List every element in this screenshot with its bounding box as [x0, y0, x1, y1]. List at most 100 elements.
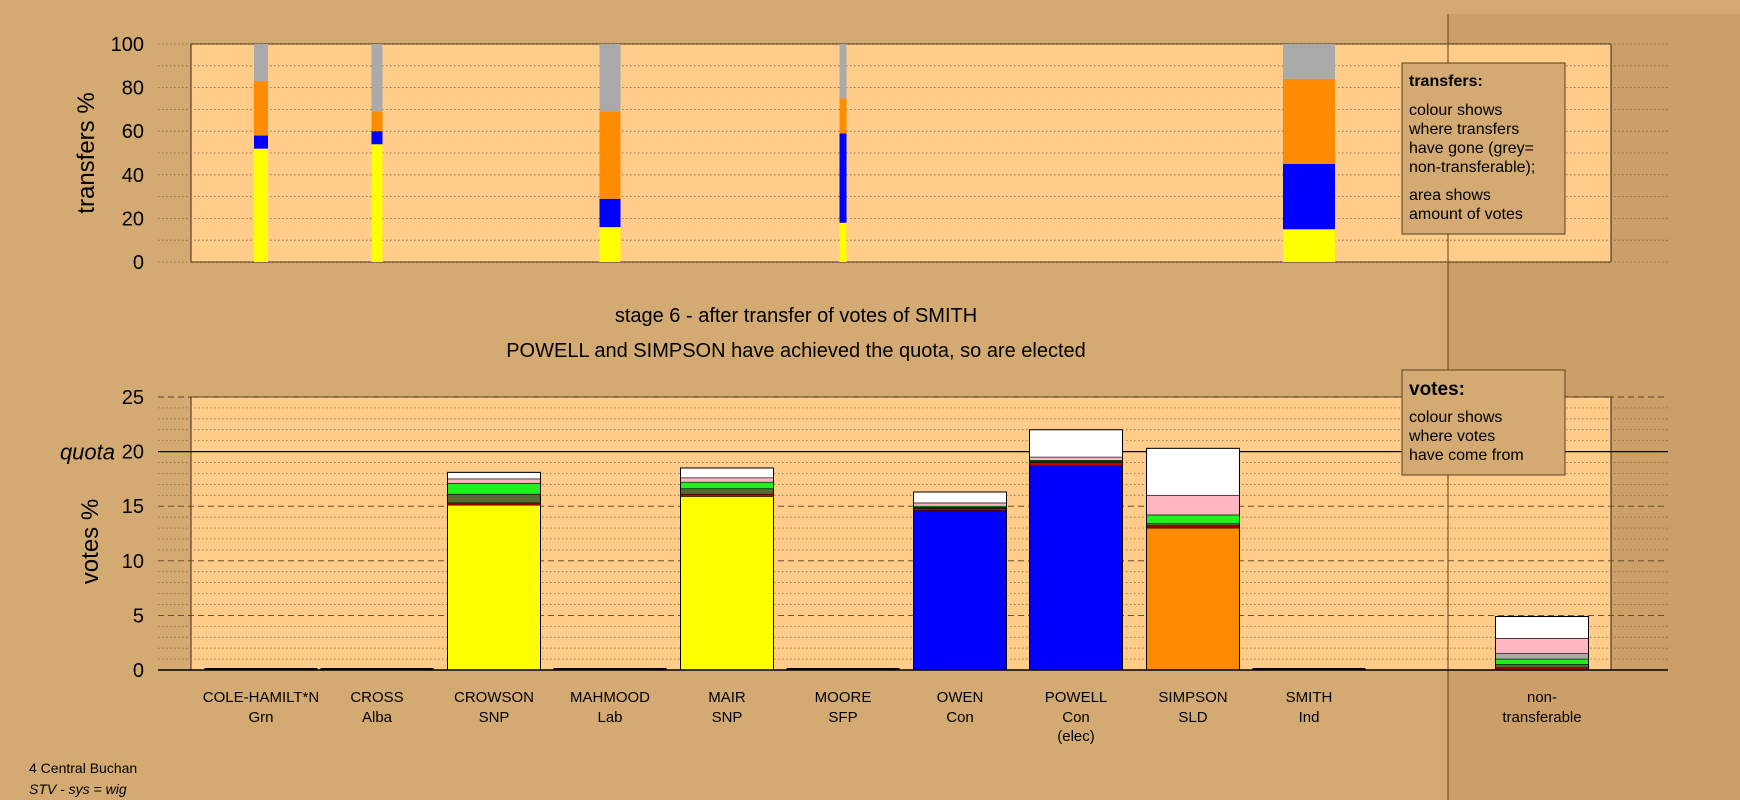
vote-segment-Con: [913, 510, 1007, 671]
candidate-party: Grn: [248, 709, 273, 726]
transfer-segment-SLD: [1283, 78, 1335, 164]
transfer-segment-non_transferable: [371, 44, 383, 112]
candidate-party: SNP: [479, 709, 510, 726]
transfers-tick-label: 40: [122, 165, 144, 187]
transfers-tick-label: 20: [122, 208, 144, 230]
vote-segment-Con: [1029, 465, 1123, 671]
transfer-segment-non_transferable: [839, 44, 847, 99]
quota-label: quota: [60, 440, 115, 465]
candidate-name: MOORE: [815, 689, 872, 706]
transfers-legend-line: where transfers: [1408, 121, 1519, 138]
vote-segment-SFP: [1146, 494, 1240, 516]
transfer-segment-SLD: [839, 98, 847, 134]
candidate-name: POWELL: [1045, 689, 1108, 706]
vote-segment-Grn: [1495, 658, 1589, 665]
transfers-legend-line: non-transferable);: [1409, 159, 1535, 176]
vote-segment-Alba: [1495, 664, 1589, 669]
vote-segment-Grn: [447, 482, 541, 495]
candidate-name: CROSS: [350, 689, 403, 706]
vote-segment-SFP: [447, 478, 541, 484]
votes-legend-line: colour shows: [1409, 409, 1502, 426]
vote-segment-Lab: [1029, 462, 1123, 467]
candidate-party: transferable: [1502, 709, 1581, 726]
candidate-note: (elec): [1057, 728, 1095, 745]
transfers-axis-title: transfers %: [73, 92, 100, 213]
votes-legend-box: [1401, 369, 1566, 476]
stage-title: stage 6 - after transfer of votes of SMI…: [615, 305, 977, 327]
vote-segment-SFP: [1029, 456, 1123, 461]
vote-segment-Ind: [913, 491, 1007, 504]
transfer-segment-Con: [1283, 163, 1335, 230]
candidate-name: COLE-HAMILT*N: [203, 689, 319, 706]
candidate-name: non-: [1527, 689, 1557, 706]
vote-segment-Alba: [1146, 523, 1240, 527]
transfer-segment-SNP: [371, 144, 383, 262]
transfer-segment-SLD: [599, 111, 621, 199]
transfers-legend-line: have gone (grey=: [1409, 140, 1534, 157]
vote-segment-Alba: [680, 488, 774, 495]
candidate-party: Con: [946, 709, 974, 726]
votes-tick-label: 25: [122, 387, 144, 409]
transfer-segment-non_transferable: [1283, 44, 1335, 79]
vote-segment-Grn: [680, 481, 774, 490]
votes-tick-label: 20: [122, 442, 144, 464]
vote-segment-Lab: [1146, 525, 1240, 529]
vote-segment-non_transferable: [1495, 653, 1589, 660]
transfer-segment-non_transferable: [254, 44, 268, 82]
vote-segment-Ind: [1495, 616, 1589, 639]
transfer-segment-SNP: [254, 148, 268, 262]
vote-segment-Alba: [447, 493, 541, 504]
transfers-tick-label: 80: [122, 78, 144, 100]
candidate-party: SFP: [828, 709, 857, 726]
votes-legend-line: where votes: [1408, 428, 1495, 445]
vote-segment-SFP: [1495, 638, 1589, 654]
votes-tick-label: 15: [122, 496, 144, 518]
candidate-name: SMITH: [1286, 689, 1333, 706]
transfer-segment-SNP: [1283, 229, 1335, 262]
transfer-segment-Con: [371, 131, 383, 145]
candidate-party: Alba: [362, 709, 393, 726]
votes-tick-label: 5: [133, 605, 144, 627]
candidate-name: CROWSON: [454, 689, 534, 706]
candidate-name: OWEN: [937, 689, 984, 706]
transfers-tick-label: 60: [122, 121, 144, 143]
vote-segment-Ind: [447, 472, 541, 480]
constituency-label: 4 Central Buchan: [29, 760, 138, 776]
votes-axis-title: votes %: [77, 499, 104, 584]
candidate-party: SLD: [1178, 709, 1207, 726]
candidate-party: Con: [1062, 709, 1090, 726]
candidate-name: SIMPSON: [1158, 689, 1227, 706]
transfer-segment-Con: [599, 198, 621, 228]
vote-segment-SLD: [1146, 527, 1240, 671]
system-label: STV - sys = wig: [29, 781, 127, 797]
candidate-name: MAIR: [708, 689, 746, 706]
votes-plot-area: [190, 396, 1612, 671]
transfer-segment-SLD: [371, 111, 383, 132]
vote-segment-Ind: [1029, 429, 1123, 458]
votes-legend-line: have come from: [1409, 447, 1524, 464]
transfers-legend-box: [1401, 62, 1566, 235]
vote-segment-Grn: [1146, 514, 1240, 524]
transfers-legend-title: transfers:: [1409, 73, 1483, 90]
transfer-segment-Con: [839, 133, 847, 223]
candidate-party: Lab: [597, 709, 622, 726]
candidate-party: Ind: [1299, 709, 1320, 726]
vote-segment-Ind: [680, 467, 774, 479]
vote-segment-SFP: [913, 502, 1007, 507]
candidate-name: MAHMOOD: [570, 689, 650, 706]
transfers-legend-line: amount of votes: [1409, 206, 1523, 223]
vote-segment-SNP: [447, 504, 541, 671]
vote-segment-Lab: [680, 493, 774, 497]
transfers-legend-line: area shows: [1409, 187, 1491, 204]
transfer-segment-SNP: [839, 222, 847, 262]
votes-legend-title: votes:: [1409, 379, 1465, 400]
stage-subtitle: POWELL and SIMPSON have achieved the quo…: [506, 340, 1086, 362]
candidate-party: SNP: [712, 709, 743, 726]
vote-segment-Lab: [447, 502, 541, 506]
transfers-tick-label: 100: [111, 34, 144, 56]
transfer-segment-Con: [254, 135, 268, 149]
votes-tick-label: 0: [133, 660, 144, 682]
vote-segment-SFP: [680, 477, 774, 483]
transfers-tick-label: 0: [133, 252, 144, 274]
